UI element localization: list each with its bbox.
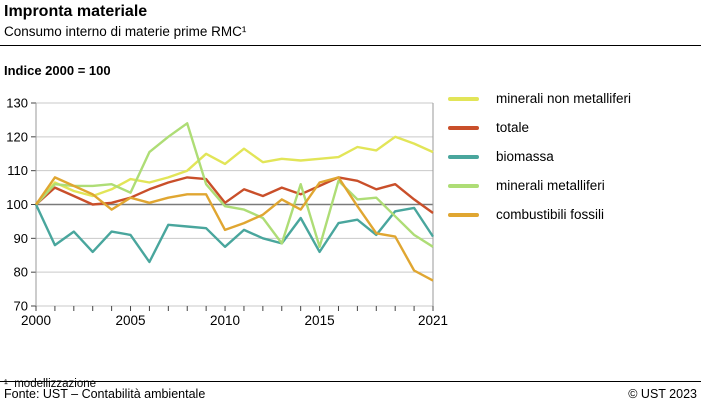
legend-item-minerali-non-metalliferi: minerali non metalliferi <box>448 84 631 113</box>
legend-label: biomassa <box>496 149 554 164</box>
y-tick-label: 100 <box>6 197 28 212</box>
page-subtitle: Consumo interno di materie prime RMC¹ <box>4 24 247 39</box>
index-base-label: Indice 2000 = 100 <box>4 63 111 78</box>
x-tick-label: 2005 <box>116 313 146 328</box>
legend-item-minerali-metalliferi: minerali metalliferi <box>448 171 631 200</box>
legend-item-combustibili-fossili: combustibili fossili <box>448 200 631 229</box>
legend-item-totale: totale <box>448 113 631 142</box>
legend-swatch <box>448 183 479 188</box>
legend-swatch <box>448 96 479 101</box>
line-chart: 70 80 90 100 110 120 130 2000 2005 2010 2015 2021 <box>6 96 448 329</box>
series-line-biomassa <box>34 203 435 264</box>
y-tick-label: 90 <box>14 231 28 246</box>
series-line-totale <box>35 176 434 214</box>
legend-item-biomassa: biomassa <box>448 142 631 171</box>
legend-label: combustibili fossili <box>496 207 605 222</box>
y-tick-label: 120 <box>6 129 28 144</box>
legend-swatch <box>448 125 479 130</box>
y-tick-label: 130 <box>6 96 28 111</box>
x-tick-label: 2015 <box>305 313 335 328</box>
legend-swatch <box>448 154 479 159</box>
header-divider <box>0 45 701 46</box>
source-label: Fonte: UST – Contabilità ambientale <box>4 387 206 401</box>
x-tick-label: 2021 <box>418 313 448 328</box>
legend-label: minerali non metalliferi <box>496 91 632 106</box>
copyright-label: © UST 2023 <box>628 387 697 401</box>
series-line-combustibili-fossili <box>35 176 434 282</box>
y-tick-label: 80 <box>14 265 28 280</box>
y-tick-label: 110 <box>7 163 28 178</box>
series-line-minerali-non-metalliferi <box>35 135 434 206</box>
legend-swatch <box>448 212 479 217</box>
x-tick-label: 2010 <box>210 313 240 328</box>
series-line-minerali-metalliferi <box>35 122 434 249</box>
chart-legend: minerali non metalliferi totale biomassa mi… <box>448 84 631 229</box>
footer-divider <box>0 381 701 382</box>
page-title: Impronta materiale <box>4 3 148 20</box>
legend-label: totale <box>496 120 530 135</box>
y-tick-label: 70 <box>14 299 28 314</box>
x-tick-label: 2000 <box>21 313 51 328</box>
legend-label: minerali metalliferi <box>496 178 605 193</box>
